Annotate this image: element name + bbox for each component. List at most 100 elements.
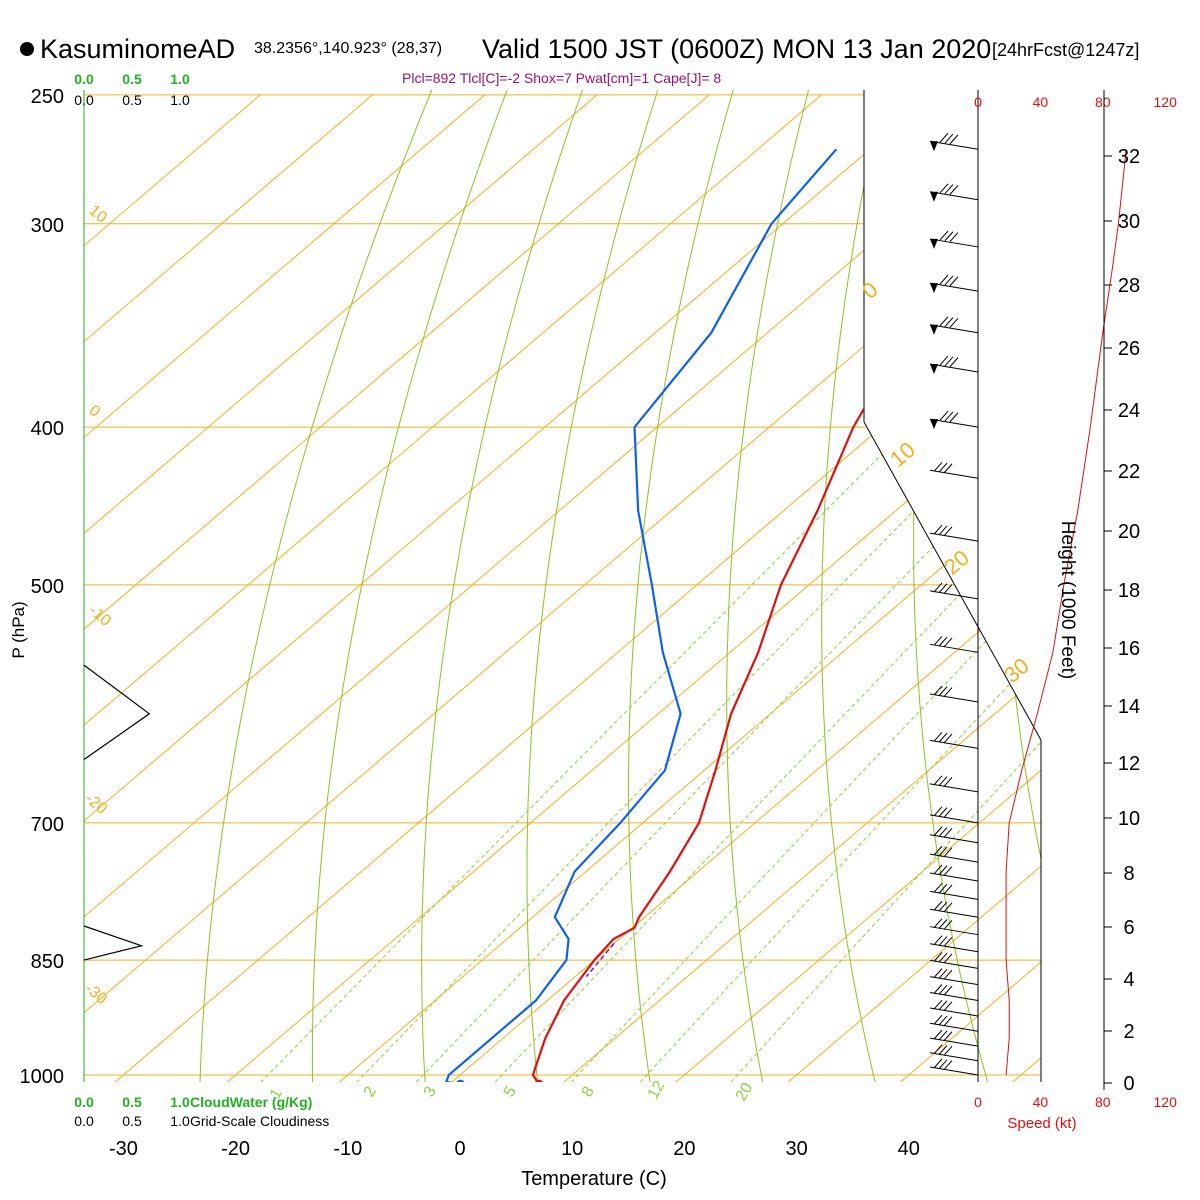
- wind-barb-feather: [939, 355, 949, 366]
- wind-barb-staff: [929, 282, 979, 292]
- speed-top-tick-label: 80: [1095, 94, 1111, 110]
- wind-barb-feather: [943, 777, 953, 787]
- speed-bottom-tick-label: 120: [1154, 1094, 1178, 1110]
- isotherm-line: [84, 94, 934, 1082]
- wind-barb: [929, 316, 979, 335]
- wind-barb-feather: [938, 984, 948, 995]
- wind-barb-feather: [943, 969, 953, 980]
- temperature-tick-label: -10: [333, 1138, 362, 1160]
- wind-barb-feather: [939, 274, 949, 285]
- mixing-ratio-label: 2: [361, 1084, 380, 1100]
- wind-barb: [929, 461, 979, 479]
- wind-barb-feather: [933, 999, 943, 1010]
- wind-barb-feather: [949, 357, 959, 367]
- wind-barb-feather: [939, 410, 949, 421]
- wind-barb-feather: [943, 953, 953, 964]
- wind-barb-staff: [929, 872, 979, 882]
- dry-adiabat-line: [628, 90, 737, 1082]
- wind-barb-staff: [929, 1022, 979, 1032]
- wind-barb-staff: [929, 739, 979, 749]
- wind-barb: [929, 274, 979, 294]
- wind-barb-staff: [929, 834, 979, 844]
- cloudiness-top-tick-label: 0.5: [122, 92, 142, 108]
- wind-barb-feather: [938, 919, 948, 929]
- wind-barb-feather: [938, 865, 948, 876]
- wind-barb-feather: [939, 316, 949, 327]
- wind-barb: [929, 183, 979, 202]
- height-tick-label: 6: [1123, 917, 1134, 939]
- isotherm-line: [84, 94, 1041, 1082]
- dewpoint-surface-point: [456, 1079, 466, 1082]
- wind-barb-staff: [929, 140, 979, 150]
- wind-barb-feather: [933, 952, 943, 962]
- isotherm-label: 10: [85, 202, 110, 227]
- wind-barb-feather: [943, 584, 953, 594]
- wind-barb-feather: [933, 635, 943, 646]
- wind-barb: [929, 635, 979, 653]
- wind-barb-feather: [933, 806, 943, 817]
- dry-adiabat-label: 0: [857, 277, 882, 304]
- wind-barb-feather: [943, 1001, 953, 1011]
- dry-adiabat-line: [1002, 90, 1041, 1082]
- wind-barb-feather: [943, 866, 953, 876]
- isotherm-line: [663, 94, 1041, 1082]
- wind-barb: [929, 918, 979, 936]
- wind-barb-flag: [930, 283, 938, 294]
- cloudwater-bottom-tick-label: 0.5: [122, 1094, 142, 1110]
- wind-barb: [929, 355, 979, 375]
- dry-adiabat-line: [726, 90, 812, 1082]
- wind-barb-flag: [930, 419, 938, 430]
- wind-barb: [929, 410, 979, 430]
- wind-barb-staff: [929, 532, 979, 542]
- sounding-profiles: [444, 148, 1000, 1082]
- wind-barb-staff: [929, 814, 979, 824]
- station-bullet-icon: [20, 42, 34, 56]
- wind-barb-feather: [938, 827, 948, 837]
- wind-barb-feather: [933, 984, 943, 994]
- wind-barb-feather: [944, 411, 954, 422]
- cloudwater-top-tick-label: 0.5: [122, 71, 142, 87]
- isotherm-line: [84, 94, 373, 1082]
- wind-barb: [929, 968, 979, 986]
- wind-barb-flag: [930, 364, 938, 375]
- height-tick-label: 2: [1123, 1021, 1134, 1043]
- plot-frame: [83, 90, 1042, 1082]
- wind-barb: [929, 864, 979, 882]
- wind-barb-staff: [929, 363, 979, 373]
- cloudwater-top-tick-label: 0.0: [74, 71, 94, 87]
- wind-barb-staff: [929, 1037, 979, 1047]
- wind-barbs: [929, 132, 979, 1076]
- height-tick-label: 12: [1118, 753, 1140, 775]
- wind-barb-feather: [933, 1014, 943, 1025]
- plot-right-border: [863, 90, 1042, 1082]
- height-tick-label: 30: [1118, 211, 1140, 233]
- wind-barb-feather: [938, 1059, 948, 1070]
- wind-barb-feather: [938, 1000, 948, 1011]
- height-tick-label: 14: [1118, 696, 1140, 718]
- speed-top-tick-label: 0: [974, 94, 982, 110]
- wind-barb-feather: [933, 685, 943, 696]
- wind-barb-feather: [943, 808, 953, 818]
- wind-barb: [929, 845, 979, 863]
- isotherm-line: [439, 94, 1041, 1082]
- wind-barb-feather: [939, 230, 949, 241]
- wind-barb-feather: [938, 462, 948, 473]
- cloudiness-bottom-tick-label: 0.0: [74, 1113, 94, 1129]
- height-tick-label: 22: [1118, 461, 1140, 483]
- pressure-tick-label: 700: [31, 814, 64, 836]
- pressure-tick-label: 400: [31, 418, 64, 440]
- isotherm-label: 0: [85, 402, 103, 421]
- cloudwater-bottom-tick-label: 0.0: [74, 1094, 94, 1110]
- cloudiness-top-tick-label: 1.0: [170, 92, 190, 108]
- wind-barb-feather: [939, 183, 949, 194]
- wind-barb-feather: [943, 463, 953, 474]
- wind-barb-feather: [933, 582, 943, 593]
- speed-bottom-tick-label: 40: [1033, 1094, 1049, 1110]
- wind-barb-staff: [929, 643, 979, 653]
- temperature-tick-label: 10: [561, 1138, 583, 1160]
- temperature-axis-title: Temperature (C): [521, 1168, 667, 1190]
- wind-barb: [929, 230, 979, 249]
